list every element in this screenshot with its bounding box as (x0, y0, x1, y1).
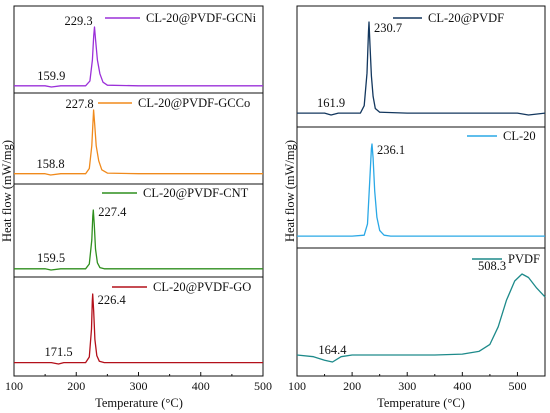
data-label-159.9: 159.9 (37, 69, 65, 83)
left-x-axis-label: Temperature (°C) (95, 396, 183, 410)
left-tick-label-200: 200 (67, 379, 85, 393)
data-label-226.4: 226.4 (98, 293, 127, 307)
right-y-axis-label: Heat flow (mW/mg) (283, 140, 297, 242)
data-label-236.1: 236.1 (377, 143, 405, 157)
right-tick-label-500: 500 (508, 379, 526, 393)
left-tick-label-100: 100 (5, 379, 23, 393)
data-label-227.8: 227.8 (66, 97, 94, 111)
right-tick-label-100: 100 (288, 379, 306, 393)
data-label-230.7: 230.7 (374, 21, 402, 35)
series-line-PVDF (296, 273, 546, 363)
left-y-axis-label: Heat flow (mW/mg) (0, 140, 14, 242)
left-x-ticks: 100 200 300 400 500 (5, 372, 272, 393)
right-plot-frame (296, 5, 546, 377)
series-line-CL-20@PVDF-CNT (14, 209, 263, 271)
left-tick-label-500: 500 (254, 379, 272, 393)
series-line-CL-20 (297, 143, 545, 237)
left-chart: Heat flow (mW/mg) Temperature (°C) 100 20… (0, 5, 272, 410)
data-label-229.3: 229.3 (64, 14, 92, 28)
series-line-CL-20@PVDF (297, 21, 546, 116)
legend-label-CL-20@PVDF-CNT: CL-20@PVDF-CNT (143, 186, 249, 200)
data-label-171.5: 171.5 (44, 345, 72, 359)
right-series-group: CL-20@PVDF 161.9 230.7 CL-20 236.1 PVDF 164.4 5… (296, 11, 546, 363)
right-x-axis-label: Temperature (°C) (377, 396, 465, 410)
data-label-161.9: 161.9 (317, 96, 345, 110)
legend-label-CL-20: CL-20 (503, 129, 536, 143)
right-tick-label-400: 400 (453, 379, 471, 393)
series-line-CL-20@PVDF-GCCo (14, 109, 263, 176)
left-tick-label-400: 400 (192, 379, 210, 393)
right-tick-label-200: 200 (343, 379, 361, 393)
legend-label-CL-20@PVDF-GO: CL-20@PVDF-GO (153, 280, 251, 294)
legend-label-CL-20@PVDF-GCNi: CL-20@PVDF-GCNi (146, 11, 257, 25)
legend-label-CL-20@PVDF: CL-20@PVDF (428, 11, 504, 25)
legend-label-PVDF: PVDF (508, 252, 540, 266)
series-line-CL-20@PVDF-GO (14, 293, 263, 365)
data-label-164.4: 164.4 (318, 343, 347, 357)
right-chart: Heat flow (mW/mg) Temperature (°C) 100 20… (283, 5, 546, 410)
right-x-ticks: 100 200 300 400 500 (288, 372, 526, 393)
data-label-159.5: 159.5 (37, 251, 65, 265)
data-label-508.3: 508.3 (478, 259, 506, 273)
data-label-158.8: 158.8 (37, 157, 65, 171)
left-series-group: CL-20@PVDF-GCNi 159.9 229.3 CL-20@PVDF-GCCo… (14, 11, 263, 365)
left-tick-label-300: 300 (130, 379, 148, 393)
data-label-227.4: 227.4 (98, 205, 127, 219)
legend-label-CL-20@PVDF-GCCo: CL-20@PVDF-GCCo (138, 96, 250, 110)
right-tick-label-300: 300 (398, 379, 416, 393)
series-line-CL-20@PVDF-GCNi (14, 26, 263, 88)
